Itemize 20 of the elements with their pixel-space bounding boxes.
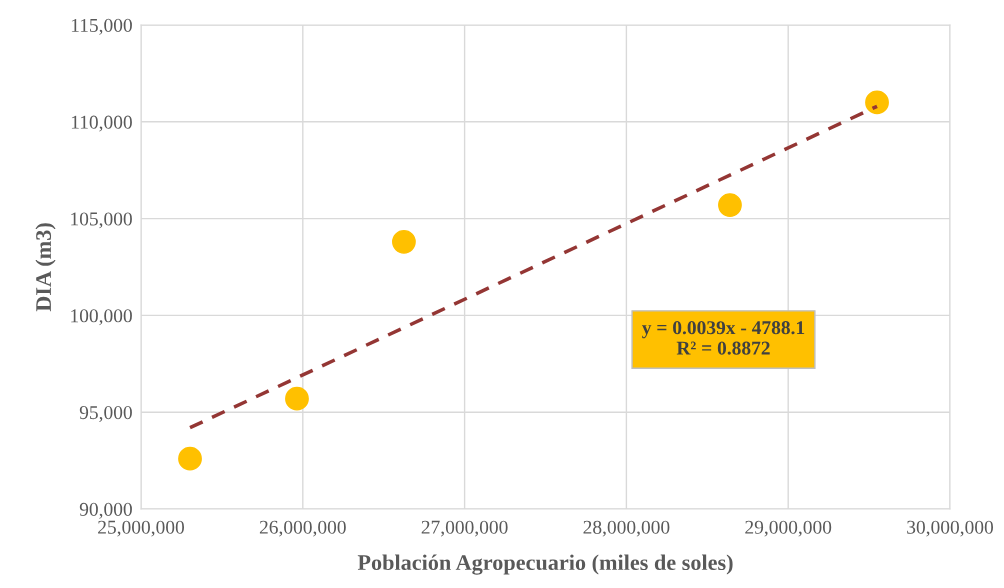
y-tick-label: 95,000 [79,406,132,422]
y-tick-label: 105,000 [71,212,132,229]
x-tick-label: 29,000,000 [745,520,832,537]
annotation: y = 0.0039x - 4788.1 R² = 0.8872 [641,321,805,355]
point [392,229,416,254]
point [718,193,742,217]
point [865,90,889,115]
x-tick-label: 28,000,000 [583,520,670,537]
y-tick-label: 100,000 [71,309,132,326]
x-tick-label: 27,000,000 [421,520,508,537]
y-tick-label: 90,000 [79,502,132,519]
y-axis-title: DIA (m3) [35,223,56,312]
point [178,446,202,471]
x-tick-label: 25,000,000 [98,520,185,537]
y-tick-label: 115,000 [71,18,132,35]
y-tick-label: 110,000 [71,115,132,132]
point [285,386,309,411]
x-tick-label: 26,000,000 [259,520,346,537]
x-tick-label: 30,000,000 [907,520,994,537]
x-axis-title: Población Agropecuario (miles de soles) [357,554,733,575]
